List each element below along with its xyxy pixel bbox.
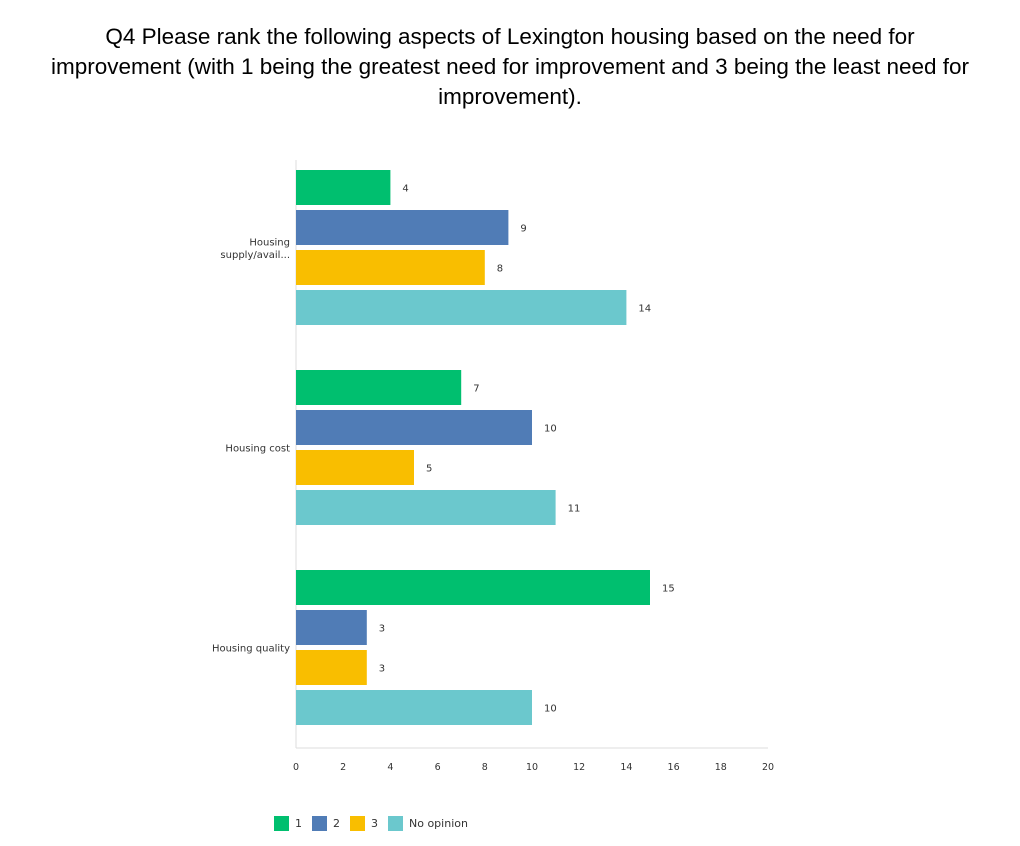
bar-2-series-1 (296, 370, 462, 405)
bar-value-label: 9 (520, 224, 526, 235)
x-tick-label: 16 (668, 762, 680, 773)
bar-2-series-4 (296, 490, 556, 525)
legend-label: 1 (295, 817, 302, 830)
legend-swatch (312, 816, 327, 831)
legend-item: 2 (312, 816, 340, 831)
x-tick-label: 0 (293, 762, 299, 773)
chart-title: Q4 Please rank the following aspects of … (0, 22, 1020, 112)
bar-value-label: 3 (379, 664, 385, 675)
bar-3-series-2 (296, 610, 367, 645)
bar-value-label: 15 (662, 584, 675, 595)
x-tick-label: 10 (526, 762, 538, 773)
bar-value-label: 14 (638, 304, 651, 315)
bar-2-series-3 (296, 450, 414, 485)
legend-label: No opinion (409, 817, 468, 830)
chart-title-line-3: improvement). (438, 84, 582, 109)
x-tick-label: 2 (340, 762, 346, 773)
bar-value-label: 5 (426, 464, 432, 475)
legend-swatch (274, 816, 289, 831)
x-tick-label: 20 (762, 762, 774, 773)
x-tick-label: 6 (435, 762, 441, 773)
bar-3-series-1 (296, 570, 650, 605)
x-tick-label: 12 (573, 762, 585, 773)
bar-1-series-4 (296, 290, 627, 325)
bar-value-label: 10 (544, 424, 557, 435)
bar-value-label: 7 (473, 384, 479, 395)
chart-title-line-1: Q4 Please rank the following aspects of … (105, 24, 915, 49)
x-tick-label: 14 (620, 762, 632, 773)
x-tick-label: 8 (482, 762, 488, 773)
category-label: supply/avail... (220, 250, 290, 261)
legend-swatch (350, 816, 365, 831)
legend-item: 3 (350, 816, 378, 831)
legend: 1 2 3 No opinion (274, 816, 478, 831)
category-label: Housing quality (212, 644, 290, 655)
legend-label: 2 (333, 817, 340, 830)
chart-title-line-2: improvement (with 1 being the greatest n… (50, 54, 970, 79)
x-tick-label: 4 (387, 762, 393, 773)
bar-value-label: 4 (402, 184, 408, 195)
bar-value-label: 3 (379, 624, 385, 635)
bar-value-label: 8 (497, 264, 503, 275)
legend-swatch (388, 816, 403, 831)
bar-value-label: 10 (544, 704, 557, 715)
legend-item: 1 (274, 816, 302, 831)
bar-value-label: 11 (568, 504, 581, 515)
bar-1-series-1 (296, 170, 391, 205)
x-tick-label: 18 (715, 762, 727, 773)
bar-1-series-3 (296, 250, 485, 285)
category-label: Housing (249, 237, 290, 248)
bar-3-series-4 (296, 690, 532, 725)
bar-3-series-3 (296, 650, 367, 685)
bar-2-series-2 (296, 410, 532, 445)
category-label: Housing cost (225, 444, 290, 455)
bar-1-series-2 (296, 210, 509, 245)
legend-item: No opinion (388, 816, 468, 831)
legend-label: 3 (371, 817, 378, 830)
